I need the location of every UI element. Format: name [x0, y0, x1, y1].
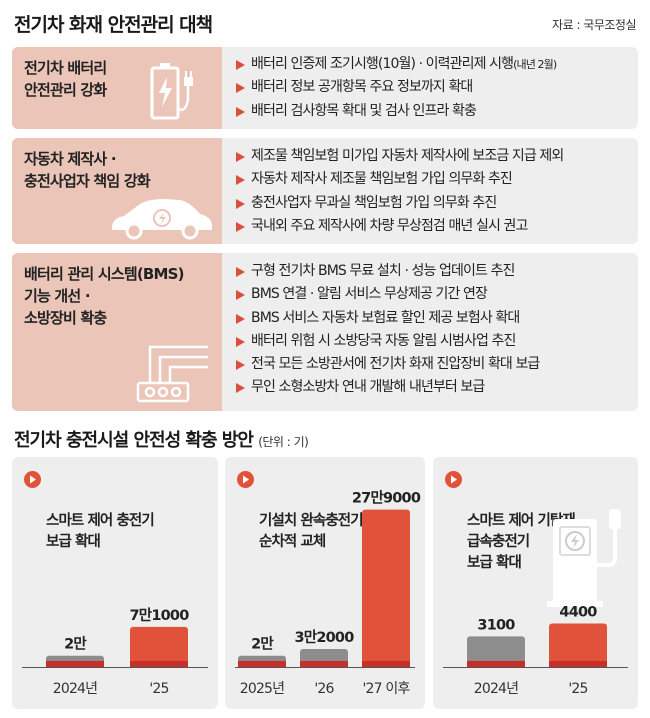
list-item: 구형 전기차 BMS 무료 설치 · 성능 업데이트 추진 — [234, 260, 630, 283]
data-label: 2만 — [251, 636, 274, 653]
list-item: 제조물 책임보험 미가입 자동차 제작사에 보조금 지급 제외 — [234, 145, 630, 168]
bar — [549, 623, 607, 667]
arrow-circle-icon — [445, 471, 462, 488]
arrow-circle-icon — [24, 471, 41, 488]
tick-label: '26 — [314, 681, 334, 697]
bar-base-stripe — [130, 661, 188, 667]
data-label: 3만2000 — [295, 629, 355, 646]
data-label: 3100 — [477, 617, 515, 633]
measure-section-manufacturer: 자동차 제작사 · 충전사업자 책임 강화 제조물 책임보험 미가입 자동차 제… — [12, 138, 638, 244]
list-item: 국내외 주요 제작사에 차량 무상점검 매년 실시 권고 — [234, 215, 630, 238]
measure-label: 배터리 관리 시스템(BMS) 기능 개선 · 소방장비 확충 — [24, 265, 185, 327]
bar — [467, 636, 525, 667]
bar-base-stripe — [549, 661, 607, 667]
data-label: 4400 — [559, 605, 597, 621]
arrow-circle-icon — [237, 471, 254, 488]
page-title: 전기차 화재 안전관리 대책 — [14, 14, 213, 36]
electric-car-icon — [112, 199, 212, 240]
list-item: 전국 모든 소방관서에 전기차 화재 진압장비 확대 보급 — [234, 353, 630, 376]
measure-section-bms: 배터리 관리 시스템(BMS) 기능 개선 · 소방장비 확충 구형 전기차 B… — [12, 253, 638, 411]
chart-smart-charger: 2만 2024년 7만1000 '25 — [22, 607, 208, 697]
chart-panel-slow-charger: 기설치 완속충전기 순차적 교체 2만 2025년 3만2000 '26 27만9000… — [225, 457, 425, 709]
battery-charging-icon — [150, 63, 193, 120]
chart-panel-smart-charger: 스마트 제어 충전기 보급 확대 2만 2024년 7만1000 '25 — [12, 457, 218, 709]
tick-label: 2024년 — [474, 681, 519, 697]
fast-charger-icon — [547, 509, 621, 607]
data-label: 2만 — [64, 636, 87, 653]
chart-title: 스마트 제어 충전기 보급 확대 — [24, 469, 155, 553]
list-item: 충전사업자 무과실 책임보험 가입 의무화 추진 — [234, 192, 630, 215]
list-item: BMS 서비스 자동차 보험료 할인 제공 보험사 확대 — [234, 307, 630, 330]
tick-label: '25 — [568, 681, 587, 697]
measure-label: 자동차 제작사 · 충전사업자 책임 강화 — [24, 150, 151, 190]
tick-label: '27 이후 — [362, 681, 410, 697]
measure-section-battery: 전기차 배터리 안전관리 강화 배터리 인증제 조기시행(10월) · 이력관리… — [12, 47, 638, 129]
measure-items: 구형 전기차 BMS 무료 설치 · 성능 업데이트 추진 BMS 연결 · 알… — [234, 260, 630, 400]
tick-label: 2024년 — [53, 681, 98, 697]
data-label: 27만9000 — [352, 490, 421, 507]
bar-base-stripe — [300, 661, 348, 667]
chart-fast-charger: 3100 2024년 4400 '25 — [443, 605, 628, 697]
list-item: BMS 연결 · 알림 서비스 무상제공 기간 연장 — [234, 283, 630, 306]
bar-base-stripe — [362, 661, 410, 667]
list-item: 배터리 위험 시 소방당국 자동 알림 시범사업 추진 — [234, 330, 630, 353]
bar-base-stripe — [238, 661, 286, 667]
list-item: 배터리 검사항목 확대 및 검사 인프라 확충 — [234, 100, 630, 123]
bar-base-stripe — [467, 661, 525, 667]
list-item: 배터리 정보 공개항목 주요 정보까지 확대 — [234, 76, 630, 99]
list-item: 배터리 인증제 조기시행(10월) · 이력관리제 시행(내년 2월) — [234, 53, 630, 76]
measure-items: 배터리 인증제 조기시행(10월) · 이력관리제 시행(내년 2월) 배터리 … — [234, 53, 630, 123]
bar-base-stripe — [46, 661, 104, 667]
bar — [362, 509, 410, 667]
bar — [130, 626, 188, 667]
charts-subtitle: 전기차 충전시설 안전성 확충 방안 (단위 : 기) — [14, 430, 309, 451]
unit-label: (단위 : 기) — [258, 435, 309, 449]
measure-label: 전기차 배터리 안전관리 강화 — [24, 59, 107, 99]
list-item: 자동차 제작사 제조물 책임보험 가입 의무화 추진 — [234, 168, 630, 191]
tick-label: '25 — [149, 681, 168, 697]
chart-title: 기설치 완속충전기 순차적 교체 — [237, 469, 364, 553]
chart-slow-charger: 2만 2025년 3만2000 '26 27만9000 '27 이후 — [235, 490, 422, 697]
measure-items: 제조물 책임보험 미가입 자동차 제작사에 보조금 지급 제외 자동차 제작사 … — [234, 145, 630, 238]
data-label: 7만1000 — [130, 607, 190, 624]
source-note: 자료 : 국무조정실 — [552, 18, 636, 32]
list-item: 무인 소형소방차 연내 개발해 내년부터 보급 — [234, 376, 630, 399]
tick-label: 2025년 — [240, 681, 285, 697]
battery-management-system-icon — [136, 345, 208, 403]
